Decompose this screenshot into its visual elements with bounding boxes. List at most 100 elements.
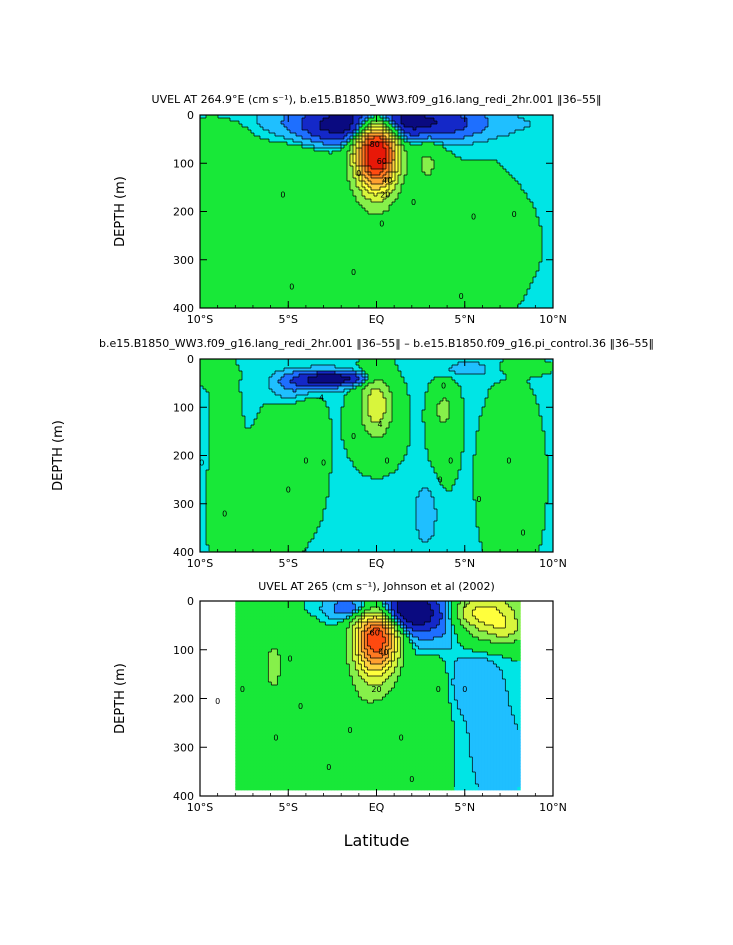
field-cell	[305, 199, 309, 203]
field-cell	[404, 178, 408, 182]
field-cell	[392, 238, 396, 242]
field-cell	[386, 115, 390, 119]
field-cell	[323, 298, 327, 302]
field-cell	[242, 280, 246, 284]
field-cell	[338, 154, 342, 158]
field-cell	[353, 142, 357, 146]
field-cell	[284, 253, 288, 257]
field-cell	[227, 148, 231, 152]
field-cell	[263, 208, 267, 212]
field-cell	[272, 133, 276, 137]
field-cell	[359, 187, 363, 191]
field-cell	[353, 190, 357, 194]
field-cell	[392, 193, 396, 197]
field-cell	[404, 205, 408, 209]
field-cell	[239, 118, 243, 122]
field-cell	[338, 133, 342, 137]
field-cell	[224, 226, 228, 230]
field-cell	[200, 172, 204, 176]
field-cell	[263, 262, 267, 266]
field-cell	[407, 148, 411, 152]
field-cell	[362, 184, 366, 188]
field-cell	[329, 250, 333, 254]
field-cell	[212, 142, 216, 146]
field-cell	[230, 265, 234, 269]
field-cell	[368, 142, 372, 146]
field-cell	[425, 280, 429, 284]
field-cell	[368, 121, 372, 125]
field-cell	[206, 133, 210, 137]
field-cell	[230, 262, 234, 266]
field-cell	[401, 190, 405, 194]
field-cell	[296, 199, 300, 203]
field-cell	[296, 148, 300, 152]
field-cell	[371, 283, 375, 287]
field-cell	[332, 292, 336, 296]
field-cell	[320, 280, 324, 284]
field-cell	[374, 133, 378, 137]
field-cell	[389, 298, 393, 302]
field-cell	[251, 148, 255, 152]
field-cell	[404, 289, 408, 293]
field-cell	[314, 229, 318, 233]
field-cell	[425, 304, 429, 308]
field-cell	[305, 244, 309, 248]
field-cell	[374, 250, 378, 254]
field-cell	[383, 289, 387, 293]
field-cell	[290, 304, 294, 308]
field-cell	[269, 151, 273, 155]
field-cell	[269, 184, 273, 188]
field-cell	[248, 235, 252, 239]
field-cell	[341, 241, 345, 245]
field-cell	[290, 124, 294, 128]
field-cell	[299, 211, 303, 215]
field-cell	[293, 301, 297, 305]
field-cell	[281, 271, 285, 275]
field-cell	[200, 205, 204, 209]
field-cell	[371, 175, 375, 179]
field-cell	[419, 115, 423, 119]
field-cell	[362, 265, 366, 269]
field-cell	[260, 298, 264, 302]
field-cell	[359, 223, 363, 227]
field-cell	[299, 169, 303, 173]
field-cell	[269, 199, 273, 203]
field-cell	[260, 145, 264, 149]
field-cell	[308, 181, 312, 185]
field-cell	[284, 175, 288, 179]
field-cell	[221, 175, 225, 179]
field-cell	[200, 175, 204, 179]
field-cell	[248, 238, 252, 242]
field-cell	[356, 154, 360, 158]
field-cell	[377, 250, 381, 254]
field-cell	[281, 145, 285, 149]
field-cell	[380, 160, 384, 164]
field-cell	[320, 199, 324, 203]
field-cell	[329, 283, 333, 287]
field-cell	[413, 217, 417, 221]
field-cell	[308, 205, 312, 209]
field-cell	[353, 130, 357, 134]
field-cell	[365, 235, 369, 239]
field-cell	[266, 283, 270, 287]
field-cell	[380, 151, 384, 155]
field-cell	[212, 118, 216, 122]
field-cell	[269, 259, 273, 263]
field-cell	[410, 283, 414, 287]
field-cell	[305, 304, 309, 308]
field-cell	[371, 157, 375, 161]
field-cell	[239, 259, 243, 263]
field-cell	[272, 220, 276, 224]
field-cell	[419, 166, 423, 170]
field-cell	[341, 226, 345, 230]
field-cell	[284, 214, 288, 218]
field-cell	[248, 133, 252, 137]
field-cell	[299, 205, 303, 209]
field-cell	[287, 127, 291, 131]
field-cell	[422, 121, 426, 125]
field-cell	[218, 172, 222, 176]
field-cell	[290, 280, 294, 284]
field-cell	[386, 268, 390, 272]
field-cell	[332, 184, 336, 188]
field-cell	[302, 220, 306, 224]
